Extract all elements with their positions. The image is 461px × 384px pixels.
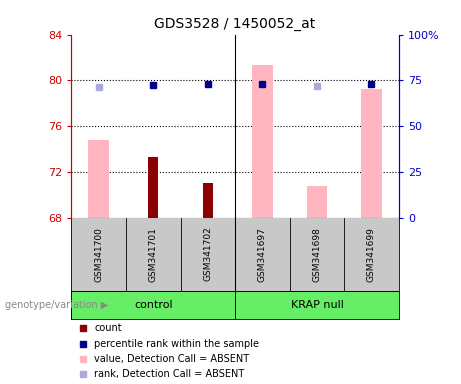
Text: GSM341698: GSM341698 (313, 227, 321, 281)
Text: count: count (95, 323, 122, 333)
Text: rank, Detection Call = ABSENT: rank, Detection Call = ABSENT (95, 369, 245, 379)
Text: value, Detection Call = ABSENT: value, Detection Call = ABSENT (95, 354, 249, 364)
Bar (89, 140, 109, 217)
Bar (203, 183, 213, 217)
Text: GSM341699: GSM341699 (367, 227, 376, 281)
Text: percentile rank within the sample: percentile rank within the sample (95, 339, 260, 349)
Text: control: control (134, 300, 172, 310)
Bar (307, 185, 327, 217)
Bar (71, 291, 235, 319)
Text: genotype/variation ▶: genotype/variation ▶ (5, 300, 108, 310)
Text: GSM341697: GSM341697 (258, 227, 267, 281)
Bar (148, 157, 158, 217)
Text: GSM341702: GSM341702 (203, 227, 213, 281)
Title: GDS3528 / 1450052_at: GDS3528 / 1450052_at (154, 17, 316, 31)
Bar (235, 291, 399, 319)
Bar (252, 65, 273, 217)
Text: GSM341700: GSM341700 (94, 227, 103, 281)
Text: GSM341701: GSM341701 (149, 227, 158, 281)
Text: KRAP null: KRAP null (290, 300, 343, 310)
Bar (361, 89, 382, 217)
